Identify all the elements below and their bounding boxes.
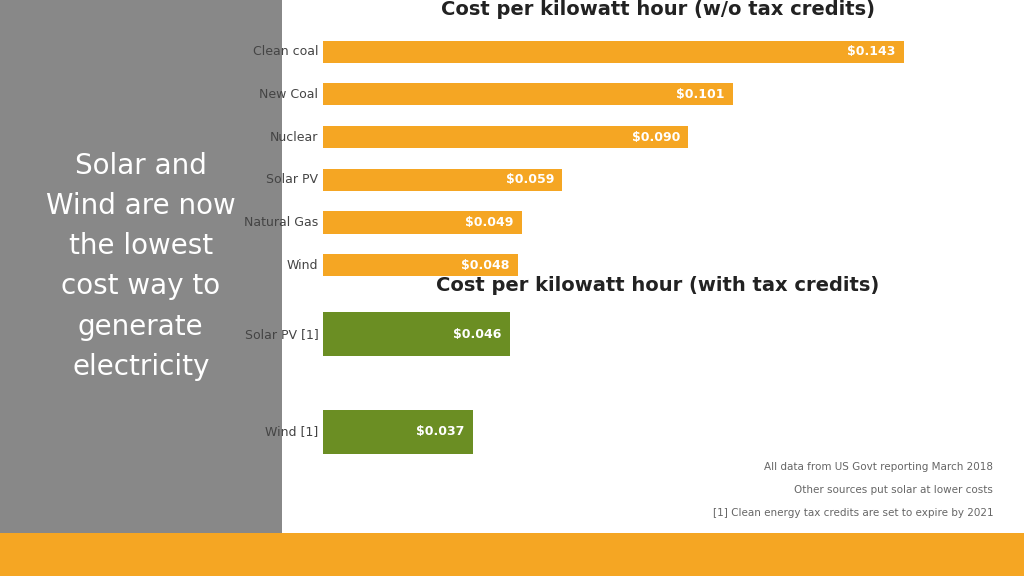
- Bar: [323, 410, 473, 454]
- Text: $0.049: $0.049: [465, 216, 514, 229]
- Text: $0.046: $0.046: [453, 328, 502, 341]
- Text: $0.059: $0.059: [506, 173, 554, 186]
- Text: Solar PV [1]: Solar PV [1]: [245, 328, 318, 341]
- Title: Cost per kilowatt hour (with tax credits): Cost per kilowatt hour (with tax credits…: [436, 276, 880, 295]
- Bar: [323, 40, 904, 63]
- Bar: [323, 84, 733, 105]
- Text: Clean coal: Clean coal: [253, 45, 318, 58]
- Text: Wind: Wind: [287, 259, 318, 272]
- Text: Wind [1]: Wind [1]: [265, 425, 318, 438]
- Bar: [323, 254, 518, 276]
- Bar: [323, 126, 688, 148]
- Title: Cost per kilowatt hour (w/o tax credits): Cost per kilowatt hour (w/o tax credits): [441, 0, 874, 19]
- Text: $0.143: $0.143: [847, 45, 896, 58]
- Bar: [323, 169, 562, 191]
- Text: $0.037: $0.037: [417, 425, 465, 438]
- Text: $0.090: $0.090: [632, 131, 680, 143]
- Text: $0.048: $0.048: [461, 259, 510, 272]
- Text: Solar and
Wind are now
the lowest
cost way to
generate
electricity: Solar and Wind are now the lowest cost w…: [46, 152, 236, 381]
- Text: $0.101: $0.101: [677, 88, 725, 101]
- Text: All data from US Govt reporting March 2018: All data from US Govt reporting March 20…: [764, 463, 993, 472]
- Text: Nuclear: Nuclear: [270, 131, 318, 143]
- Text: Other sources put solar at lower costs: Other sources put solar at lower costs: [795, 486, 993, 495]
- Text: Solar PV: Solar PV: [266, 173, 318, 186]
- Text: New Coal: New Coal: [259, 88, 318, 101]
- Text: Natural Gas: Natural Gas: [245, 216, 318, 229]
- Text: [1] Clean energy tax credits are set to expire by 2021: [1] Clean energy tax credits are set to …: [713, 509, 993, 518]
- Bar: [323, 211, 522, 233]
- Bar: [323, 312, 510, 356]
